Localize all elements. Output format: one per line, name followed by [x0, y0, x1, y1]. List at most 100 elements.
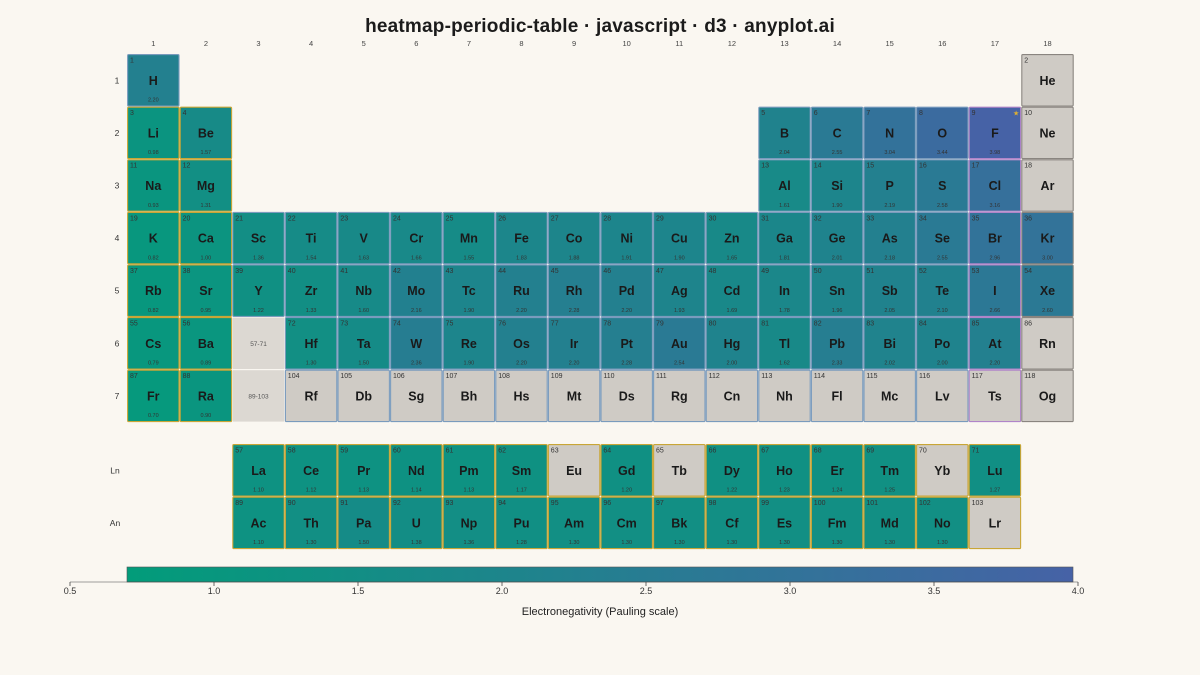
atomic-number: 106 — [393, 373, 405, 380]
element-symbol: Ts — [988, 389, 1002, 403]
element-symbol: Ra — [198, 389, 215, 403]
atomic-number: 5 — [761, 110, 765, 117]
element-symbol: O — [937, 126, 947, 140]
period-label: 2 — [115, 128, 120, 138]
group-label: 6 — [414, 39, 418, 48]
atomic-number: 87 — [130, 373, 138, 380]
element-symbol: Es — [777, 516, 792, 530]
electronegativity-value: 1.66 — [411, 255, 422, 261]
element-cell — [758, 369, 811, 423]
element-symbol: Cl — [989, 179, 1002, 193]
atomic-number: 115 — [866, 373, 877, 380]
atomic-number: 96 — [603, 500, 611, 507]
element-symbol: Ag — [671, 284, 688, 298]
electronegativity-value: 2.04 — [779, 150, 790, 156]
element-cell — [653, 444, 706, 497]
atomic-number: 77 — [551, 321, 559, 328]
element-cell — [810, 106, 864, 160]
element-cell — [758, 264, 811, 317]
colorbar-tick-label: 1.0 — [208, 586, 221, 596]
electronegativity-value: 1.30 — [727, 540, 738, 546]
element-cell — [600, 444, 653, 497]
element-cell — [863, 159, 916, 212]
atomic-number: 44 — [498, 268, 506, 275]
element-symbol: Re — [461, 337, 477, 351]
element-cell — [179, 211, 233, 265]
atomic-number: 2 — [1024, 58, 1028, 65]
period-label: 3 — [115, 181, 120, 191]
electronegativity-value: 2.18 — [884, 255, 895, 261]
electronegativity-value: 1.12 — [306, 488, 317, 494]
element-symbol: Po — [934, 337, 950, 351]
element-symbol: S — [938, 179, 946, 193]
atomic-number: 71 — [972, 448, 980, 455]
element-symbol: B — [780, 126, 789, 140]
element-symbol: Pt — [620, 337, 633, 351]
element-cell — [968, 496, 1022, 550]
atomic-number: 14 — [814, 163, 822, 170]
element-symbol: V — [360, 232, 369, 246]
atomic-number: 54 — [1024, 268, 1032, 275]
atomic-number: 21 — [235, 215, 243, 222]
electronegativity-value: 2.54 — [674, 361, 685, 367]
placeholder-cell — [232, 370, 285, 422]
element-cell — [916, 317, 969, 370]
element-symbol: H — [149, 74, 158, 88]
colorbar-tick-label: 2.0 — [496, 586, 509, 596]
element-symbol: Nd — [408, 464, 425, 478]
element-cell — [705, 264, 759, 317]
atomic-number: 58 — [288, 448, 296, 455]
atomic-number: 80 — [709, 321, 717, 328]
element-cell — [758, 444, 811, 497]
element-cell — [390, 211, 443, 265]
electronegativity-value: 1.30 — [621, 540, 632, 546]
element-cell — [442, 264, 496, 317]
electronegativity-value: 1.55 — [464, 255, 475, 261]
group-label: 8 — [519, 39, 523, 48]
electronegativity-value: 2.20 — [569, 361, 580, 367]
element-cell — [810, 369, 864, 423]
atomic-number: 70 — [919, 448, 927, 455]
electronegativity-value: 1.83 — [516, 255, 527, 261]
element-symbol: Th — [303, 516, 318, 530]
element-symbol: Ca — [198, 232, 215, 246]
element-symbol: Cf — [725, 516, 739, 530]
atomic-number: 35 — [972, 215, 980, 222]
electronegativity-value: 1.22 — [253, 308, 264, 314]
electronegativity-value: 1.00 — [201, 255, 212, 261]
element-symbol: Sm — [512, 464, 531, 478]
atomic-number: 102 — [919, 500, 931, 507]
element-cell — [810, 159, 864, 212]
atomic-number: 32 — [814, 215, 822, 222]
atomic-number: 68 — [814, 448, 822, 455]
atomic-number: 82 — [814, 321, 822, 328]
electronegativity-value: 1.60 — [358, 308, 369, 314]
atomic-number: 76 — [498, 321, 506, 328]
electronegativity-value: 0.98 — [148, 150, 159, 156]
atomic-number: 107 — [446, 373, 458, 380]
element-symbol: Fm — [828, 516, 847, 530]
electronegativity-value: 0.82 — [148, 255, 159, 261]
element-cell — [547, 211, 601, 265]
element-cell — [968, 369, 1022, 423]
element-cell — [968, 106, 1022, 160]
period-label: 4 — [115, 233, 120, 243]
electronegativity-value: 1.78 — [779, 308, 790, 314]
element-cell — [179, 317, 233, 370]
electronegativity-value: 2.28 — [569, 308, 580, 314]
electronegativity-value: 3.04 — [884, 150, 895, 156]
element-symbol: Gd — [618, 464, 635, 478]
element-cell — [600, 369, 653, 423]
electronegativity-value: 1.31 — [201, 203, 212, 209]
element-cell — [337, 264, 390, 317]
group-label: 5 — [362, 39, 366, 48]
electronegativity-value: 2.05 — [884, 308, 895, 314]
element-cell — [495, 211, 548, 265]
atomic-number: 110 — [603, 373, 614, 380]
element-cell — [337, 317, 390, 370]
atomic-number: 42 — [393, 268, 401, 275]
element-symbol: Se — [935, 232, 950, 246]
atomic-number: 63 — [551, 448, 559, 455]
electronegativity-value: 1.27 — [990, 488, 1001, 494]
electronegativity-value: 1.88 — [569, 255, 580, 261]
